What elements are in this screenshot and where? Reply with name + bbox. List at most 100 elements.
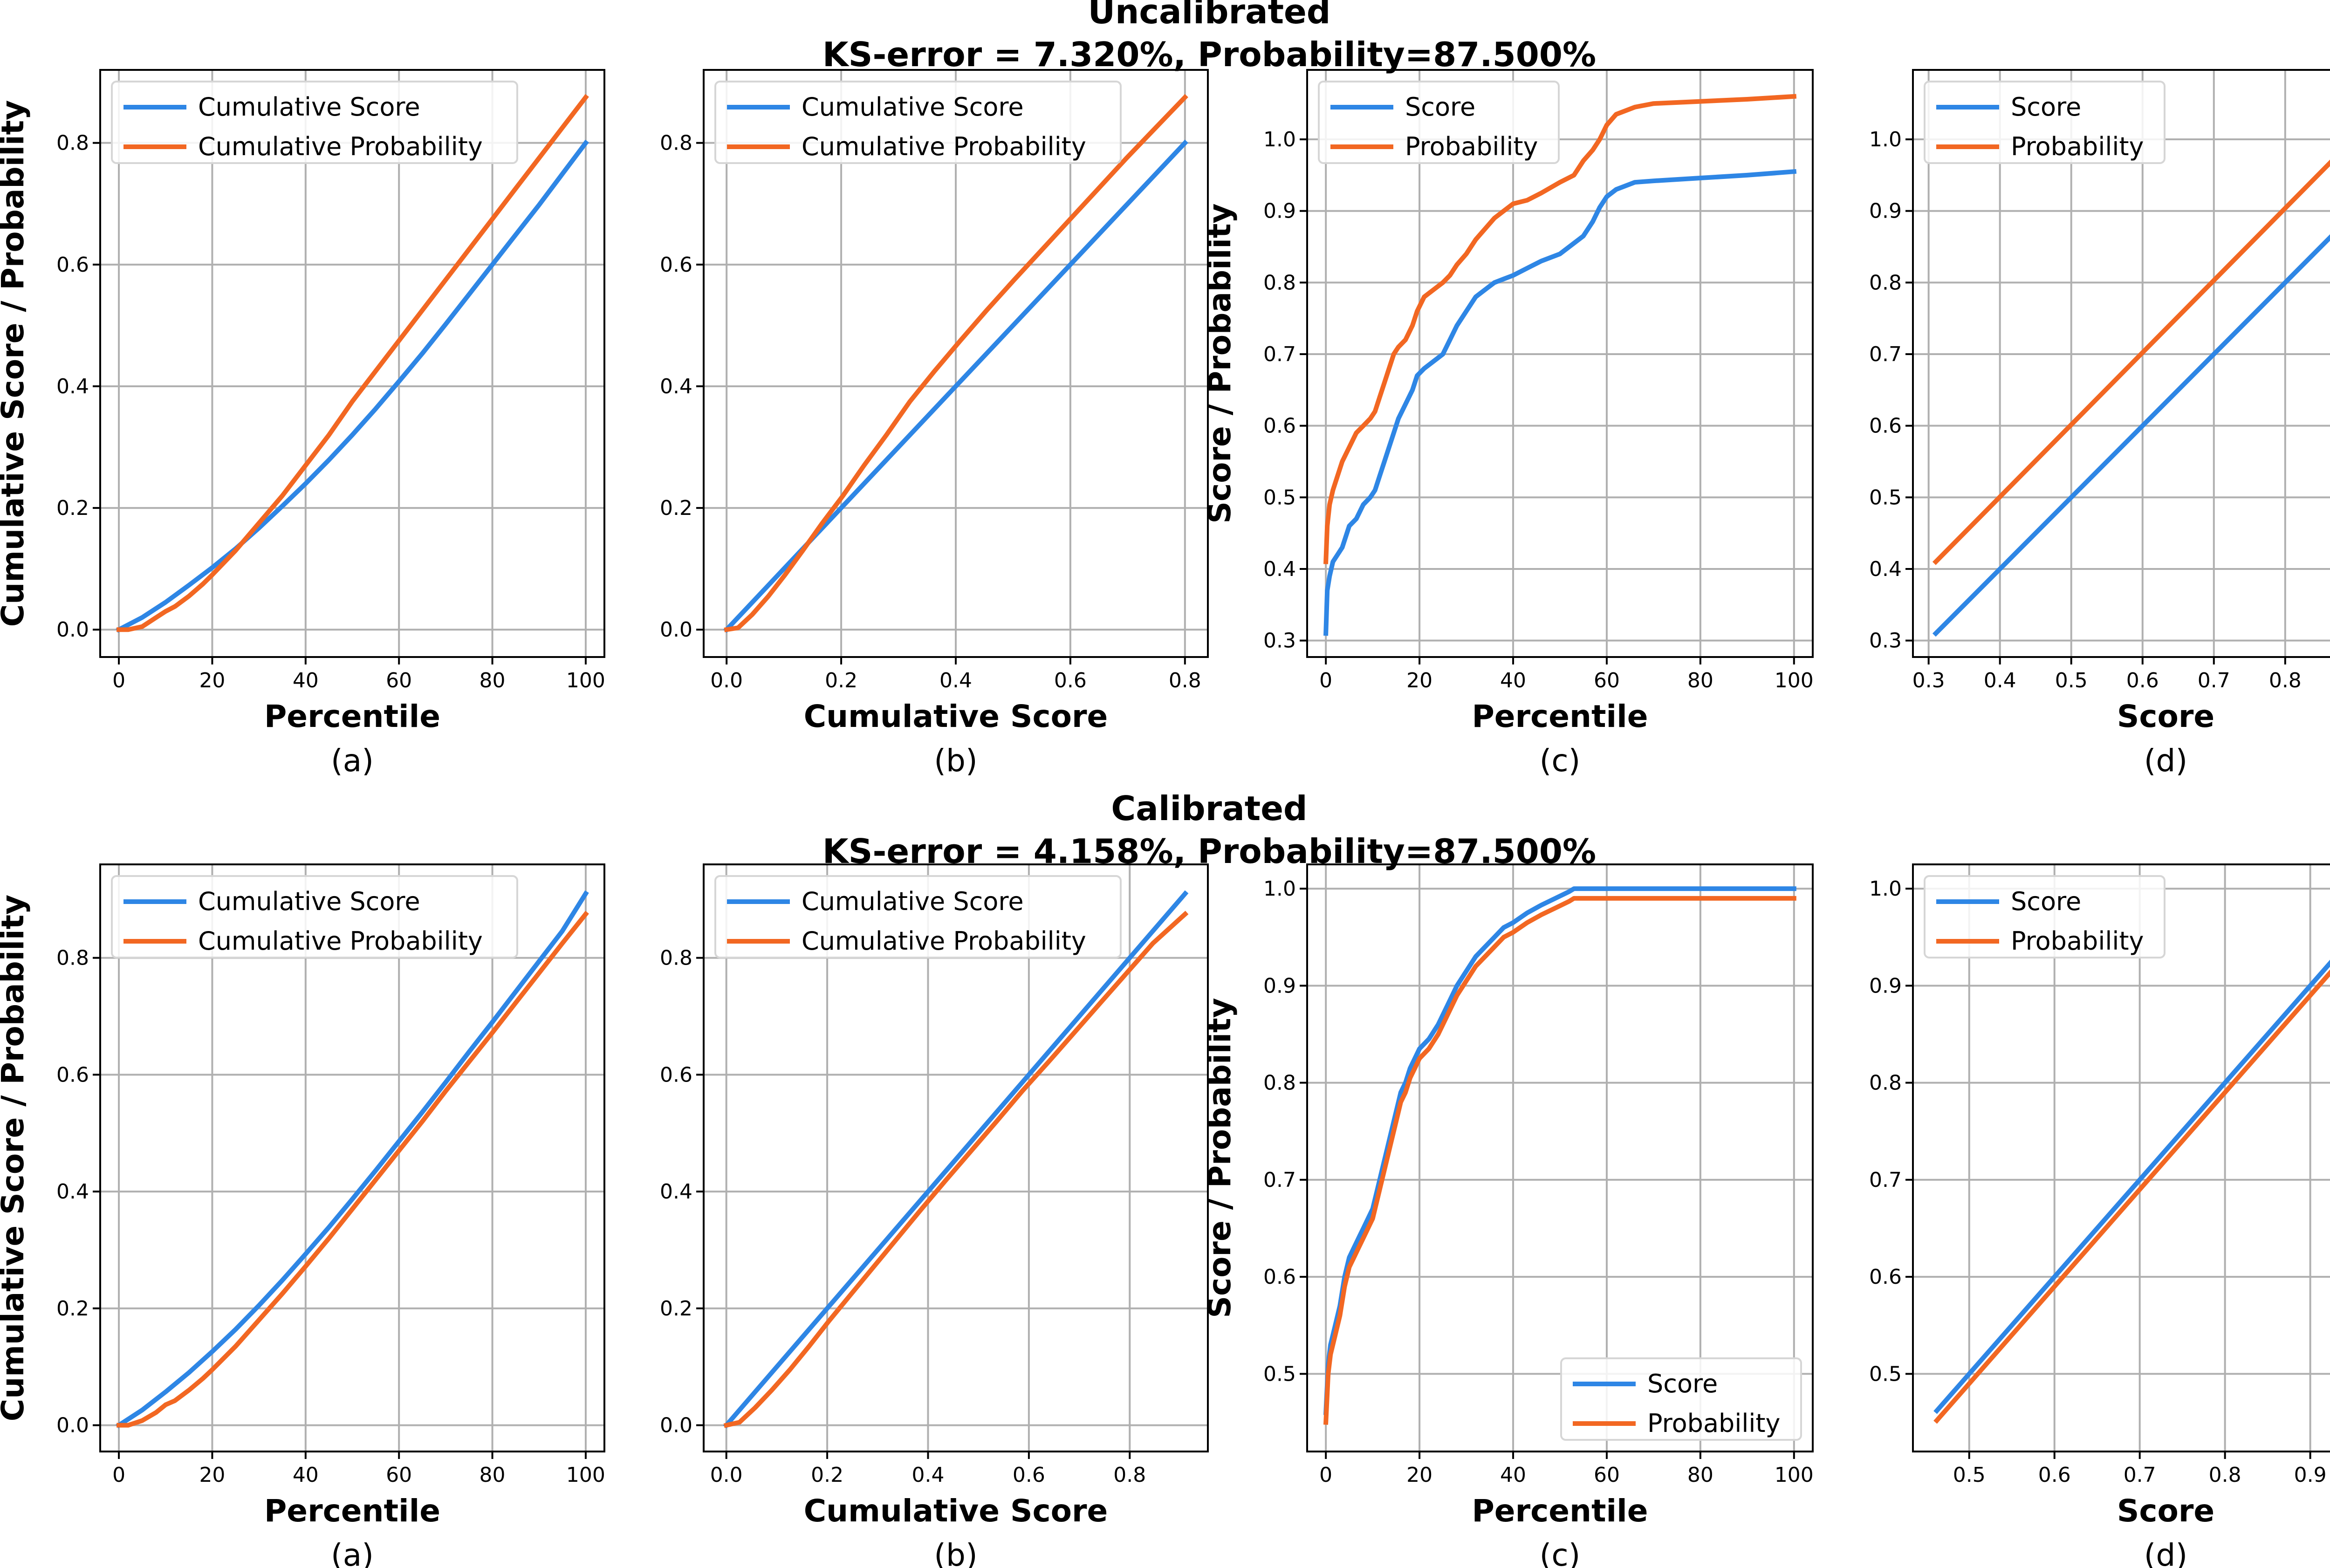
x-tick-label: 100 [566,1463,605,1487]
x-tick-label: 0.4 [939,669,972,692]
y-tick-label: 0.8 [1263,1071,1296,1095]
x-tick-label: 0.3 [1912,669,1945,692]
row-title-calibrated: Calibrated [1111,789,1307,828]
x-tick-label: 0.7 [2124,1463,2156,1487]
x-tick-label: 20 [1406,1463,1432,1487]
y-tick-label: 0.2 [56,1297,89,1321]
x-tick-label: 20 [199,669,225,692]
legend-box [1560,1357,1802,1441]
x-tick-label: 40 [293,1463,319,1487]
y-tick-label: 0.4 [660,1180,692,1204]
x-axis-label: Score [2117,698,2214,734]
x-tick-label: 0.2 [811,1463,843,1487]
y-tick-label: 0.6 [660,1063,692,1087]
panel-label: (a) [331,1537,374,1568]
legend-label: Cumulative Score [802,887,1024,916]
x-tick-label: 0 [112,669,125,692]
y-tick-label: 0.5 [1263,486,1296,509]
x-tick-label: 0 [1319,1463,1332,1487]
series-line-probability [1323,94,1797,564]
x-tick-label: 80 [480,669,506,692]
y-tick-label: 1.0 [1869,877,1902,901]
panel-label: (d) [2144,743,2187,779]
legend-box [714,875,1122,959]
series-line-score [1323,886,1796,1415]
legend-label: Cumulative Score [198,887,420,916]
x-tick-label: 0.4 [1984,669,2016,692]
legend-label: Cumulative Probability [198,926,483,956]
panel-label: (d) [2144,1537,2187,1568]
y-tick-label: 0.8 [1263,271,1296,294]
legend-box [1924,81,2166,164]
x-tick-label: 60 [1594,669,1620,692]
legend: Cumulative Score Cumulative Probability [714,81,1122,164]
row-title-uncalibrated: Uncalibrated [1088,0,1331,31]
x-tick-label: 60 [1594,1463,1620,1487]
x-axis-label: Cumulative Score [804,1493,1108,1529]
x-tick-label: 0.8 [1169,669,1201,692]
legend-label: Cumulative Probability [198,132,483,161]
x-tick-label: 0.4 [911,1463,944,1487]
y-tick-label: 0.8 [1869,271,1902,294]
x-tick-label: 0.9 [2294,1463,2327,1487]
legend-box [1924,875,2166,959]
y-tick-label: 0.2 [56,496,89,520]
x-axis-label: Percentile [1472,698,1648,734]
panel-unc-c: 0 20 40 60 80 100 0.3 0.4 0.5 0.6 0.7 0.8 0.9 1.0 Perc… [1202,69,1814,779]
panel-unc-a: 0 20 40 60 80 100 0.0 0.2 0.4 0.6 0.8 Percentile Cum… [0,69,605,779]
legend-label: Probability [2011,132,2144,161]
legend-label: Cumulative Probability [802,132,1086,161]
y-tick-label: 0.5 [1263,1362,1296,1386]
x-tick-label: 0.8 [2209,1463,2241,1487]
y-tick-label: 0.4 [56,375,89,398]
axes-frame [1306,69,1814,658]
x-tick-label: 0.8 [1113,1463,1146,1487]
y-tick-label: 0.8 [1869,1071,1902,1095]
axes-frame [99,863,605,1452]
panel-unc-d: 0.30.40.50.60.70.80.90.30.40.50.60.70.80… [1869,69,2330,779]
series-line-cumulative-probability [116,94,589,632]
x-tick-label: 40 [293,669,319,692]
legend-label: Score [1647,1369,1718,1398]
y-tick-label: 0.7 [1263,342,1296,366]
panel-unc-b: 0.0 0.2 0.4 0.6 0.8 0.0 0.2 0.4 0.6 0.8 Cumulative… [660,69,1209,779]
x-tick-label: 60 [386,669,412,692]
legend-label: Cumulative Probability [802,926,1086,956]
y-tick-label: 0.4 [56,1180,89,1204]
legend-label: Score [1405,92,1475,122]
x-axis-label: Percentile [1472,1493,1648,1529]
x-axis-label: Percentile [264,1493,440,1529]
x-tick-label: 100 [566,669,605,692]
legend-label: Cumulative Score [198,92,420,122]
series-line-cumulative-probability [724,94,1188,632]
x-tick-label: 0 [112,1463,125,1487]
legend-label: Cumulative Score [802,92,1024,122]
y-tick-label: 0.6 [660,253,692,277]
legend-label: Score [2011,92,2081,122]
x-tick-label: 0.6 [2038,1463,2071,1487]
y-tick-label: 0.7 [1869,342,1902,366]
y-tick-label: 0.7 [1263,1168,1296,1192]
y-tick-label: 0.0 [660,618,692,642]
x-tick-label: 0.5 [2055,669,2088,692]
y-axis-label: Cumulative Score / Probability [0,100,31,627]
y-tick-label: 1.0 [1869,128,1902,151]
legend-box [111,81,518,164]
y-axis-label: Score / Probability [1202,203,1238,523]
series-line-cumulative-score [723,890,1189,1429]
y-tick-label: 0.9 [1263,199,1296,223]
x-axis-label: Cumulative Score [804,698,1108,734]
y-tick-label: 1.0 [1263,128,1296,151]
y-tick-label: 0.7 [1869,1168,1902,1192]
y-axis-label: Cumulative Score / Probability [0,895,31,1421]
series-line-cumulative-score [116,139,589,633]
x-tick-label: 0.6 [1054,669,1087,692]
x-tick-label: 0 [1319,669,1332,692]
series-line-probability [1323,896,1796,1425]
x-tick-label: 20 [199,1463,225,1487]
x-tick-label: 80 [1687,669,1713,692]
panel-cal-c: 0 20 40 60 80 100 0.5 0.6 0.7 0.8 0.9 1.0 Percentile… [1202,863,1814,1568]
y-tick-label: 0.6 [1263,1265,1296,1289]
legend-label: Probability [1405,132,1538,161]
legend-label: Probability [2011,926,2144,956]
